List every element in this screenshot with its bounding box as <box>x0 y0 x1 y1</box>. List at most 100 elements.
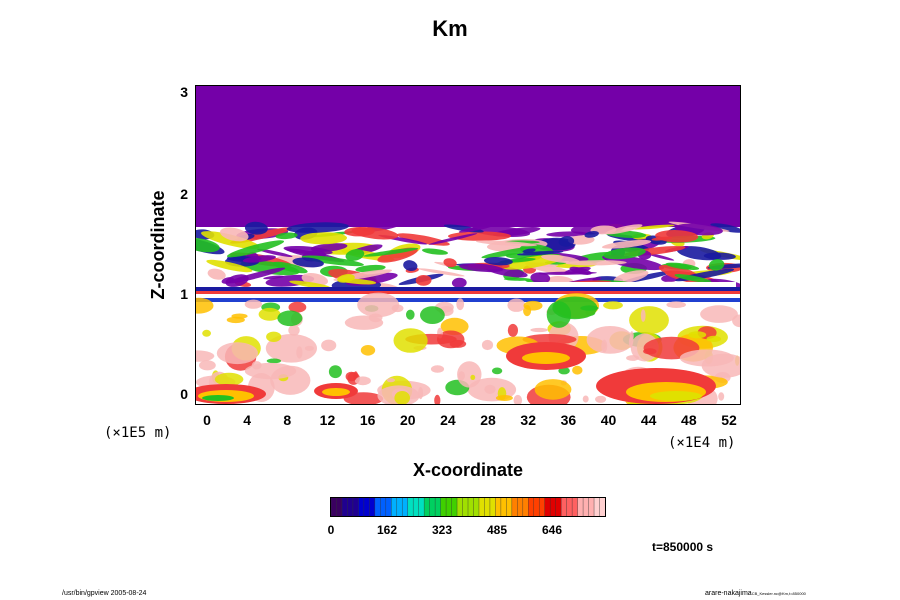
lower-patch <box>718 392 725 401</box>
turbulent-patch <box>283 245 333 255</box>
turbulent-patch <box>458 223 498 233</box>
colorbar-cell <box>341 498 349 516</box>
colorbar-cell <box>347 498 354 516</box>
colorbar-cell <box>380 498 387 516</box>
turbulent-patch <box>703 252 736 260</box>
turbulent-patch <box>415 274 432 286</box>
lower-patch <box>196 297 214 314</box>
colorbar-cell <box>594 498 601 516</box>
turbulent-patch <box>300 232 347 245</box>
lower-patch <box>345 371 357 382</box>
heatmap-svg <box>196 86 740 404</box>
lower-patch <box>266 331 282 342</box>
x-tick-12: 12 <box>319 412 336 428</box>
lower-patch <box>304 345 314 351</box>
y-tick-2: 2 <box>180 186 188 202</box>
second-thin-band <box>196 298 740 302</box>
x-tick-32: 32 <box>520 412 536 428</box>
colorbar <box>330 497 606 517</box>
colorbar-tick-2: 323 <box>431 523 453 537</box>
colorbar-cell <box>506 498 513 516</box>
turbulent-patch <box>475 240 537 247</box>
time-label: t=850000 s <box>652 540 714 554</box>
turbulent-patch <box>289 280 331 289</box>
colorbar-cell <box>544 498 551 516</box>
lower-patch <box>328 365 342 379</box>
x-tick-8: 8 <box>283 412 292 428</box>
colorbar-cell <box>413 498 420 516</box>
lower-patch <box>530 327 549 333</box>
turbulent-patch <box>601 239 652 249</box>
y-axis-label: Z-coordinate <box>148 190 168 300</box>
turbulent-patch <box>517 250 564 256</box>
lower-patch <box>216 342 258 365</box>
x-tick-40: 40 <box>600 412 617 428</box>
turbulent-patch <box>286 222 349 233</box>
turbulent-patch <box>565 260 627 266</box>
lower-patch <box>458 371 465 381</box>
colorbar-cell <box>473 498 480 516</box>
lower-patch <box>484 384 496 394</box>
lower-patch <box>296 346 303 359</box>
lower-patch <box>595 395 607 403</box>
colorbar-cell <box>550 498 557 516</box>
turbulent-patch <box>225 274 249 287</box>
colorbar-cell <box>566 498 573 516</box>
colorbar-cell <box>489 498 496 516</box>
lower-patch <box>394 391 410 404</box>
turbulent-patch <box>201 231 260 249</box>
x-tick-4: 4 <box>243 412 252 428</box>
turbulent-patch <box>483 257 513 266</box>
y-tick-0: 0 <box>180 386 188 402</box>
lower-patch <box>470 374 476 380</box>
lower-patch <box>626 355 640 361</box>
turbulent-patch <box>339 278 377 285</box>
lower-patch <box>523 300 543 311</box>
lower-patch <box>226 316 245 324</box>
lower-patch <box>321 339 337 352</box>
x-tick-36: 36 <box>560 412 577 428</box>
lower-patch <box>420 306 445 324</box>
lower-patch <box>582 395 589 403</box>
colorbar-cell <box>572 498 579 516</box>
feature-patch <box>650 391 702 401</box>
x-tick-48: 48 <box>681 412 697 428</box>
lower-patch <box>386 378 395 383</box>
colorbar-cell <box>588 498 595 516</box>
x-tick-52: 52 <box>721 412 737 428</box>
colorbar-cell <box>374 498 381 516</box>
lower-patch <box>507 323 518 337</box>
turbulent-patch <box>244 221 268 235</box>
turbulent-patch <box>351 227 399 240</box>
colorbar-cell <box>478 498 486 516</box>
lower-patch <box>244 299 263 309</box>
turbulent-patch <box>558 236 575 247</box>
lower-patch <box>277 310 303 327</box>
lower-patch <box>666 301 686 308</box>
turbulent-patch <box>226 240 285 258</box>
lower-patch <box>580 305 599 311</box>
turbulent-patch <box>220 227 249 242</box>
footer-right-sub: CB_Kessler.nc@Km,t=850000 <box>751 591 806 596</box>
colorbar-cell <box>446 498 453 516</box>
x-axis-label: X-coordinate <box>412 460 523 480</box>
y-tick-1: 1 <box>180 286 188 302</box>
turbulent-patch <box>263 275 284 280</box>
turbulent-patch <box>631 224 675 230</box>
x-scale-note: (×1E4 m) <box>668 435 736 451</box>
turbulent-patch <box>275 232 298 240</box>
footer-right-main: arare-nakajima <box>705 590 752 597</box>
colorbar-cell <box>418 498 425 516</box>
x-tick-44: 44 <box>640 412 657 428</box>
colorbar-cell <box>555 498 562 516</box>
turbulent-patch <box>363 247 419 257</box>
turbulent-patch <box>459 263 504 273</box>
colorbar-cell <box>424 498 431 516</box>
lower-patch <box>258 307 281 321</box>
turbulent-patch <box>448 231 511 241</box>
colorbar-cell <box>500 498 507 516</box>
turbulent-patch <box>207 268 226 280</box>
lower-patch <box>202 329 211 337</box>
colorbar-cell <box>358 498 365 516</box>
feature-patch <box>322 388 350 396</box>
